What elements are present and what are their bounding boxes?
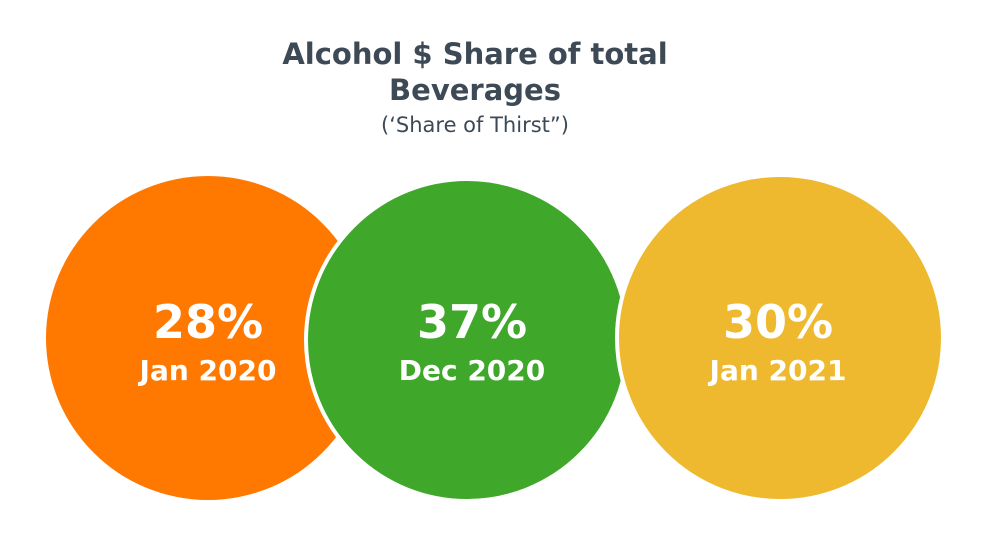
- title-line-2: Beverages: [389, 73, 561, 107]
- label-dec-2020: Dec 2020: [399, 354, 546, 387]
- value-jan-2020: 28%: [153, 295, 263, 349]
- subtitle: (‘Share of Thirst”): [381, 113, 569, 137]
- label-jan-2020: Jan 2020: [138, 354, 277, 387]
- value-jan-2021: 30%: [723, 295, 833, 349]
- label-jan-2021: Jan 2021: [708, 354, 847, 387]
- title-line-1: Alcohol $ Share of total: [282, 37, 668, 71]
- value-dec-2020: 37%: [417, 295, 527, 349]
- circle-jan-2021: [615, 173, 945, 503]
- circle-jan-2020: [46, 176, 370, 500]
- chart-title: Alcohol $ Share of total Beverages (‘Sha…: [0, 36, 950, 140]
